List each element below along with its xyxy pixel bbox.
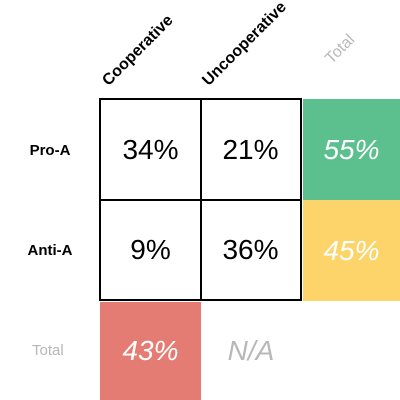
row-header-anti-a: Anti-A bbox=[0, 200, 100, 300]
total-cell-anti-a: 45% bbox=[303, 200, 400, 301]
row-header-anti-a-label: Anti-A bbox=[27, 241, 73, 259]
cell-pro-a-uncooperative: 21% bbox=[222, 133, 279, 165]
column-header-uncooperative: Uncooperative bbox=[199, 0, 300, 98]
cell-pro-a-cooperative: 34% bbox=[122, 133, 179, 165]
total-cell-uncooperative: N/A bbox=[227, 335, 275, 366]
column-header-total: Total bbox=[300, 0, 400, 98]
column-header-cooperative-label: Cooperative bbox=[99, 11, 177, 90]
row-header-pro-a-label: Pro-A bbox=[29, 141, 71, 159]
row-header-pro-a: Pro-A bbox=[0, 100, 100, 200]
cell-anti-a-uncooperative: 36% bbox=[222, 233, 279, 265]
column-header-uncooperative-label: Uncooperative bbox=[199, 0, 290, 90]
row-header-total: Total bbox=[0, 300, 100, 400]
total-cell-cooperative: 43% bbox=[100, 302, 201, 400]
column-header-cooperative: Cooperative bbox=[99, 0, 200, 98]
total-cell-pro-a: 55% bbox=[303, 99, 400, 200]
cell-anti-a-cooperative: 9% bbox=[130, 233, 171, 265]
row-header-total-label: Total bbox=[32, 341, 64, 359]
contingency-grid bbox=[99, 98, 302, 301]
column-header-total-label: Total bbox=[322, 31, 359, 68]
grid-divider-horizontal bbox=[101, 199, 300, 201]
